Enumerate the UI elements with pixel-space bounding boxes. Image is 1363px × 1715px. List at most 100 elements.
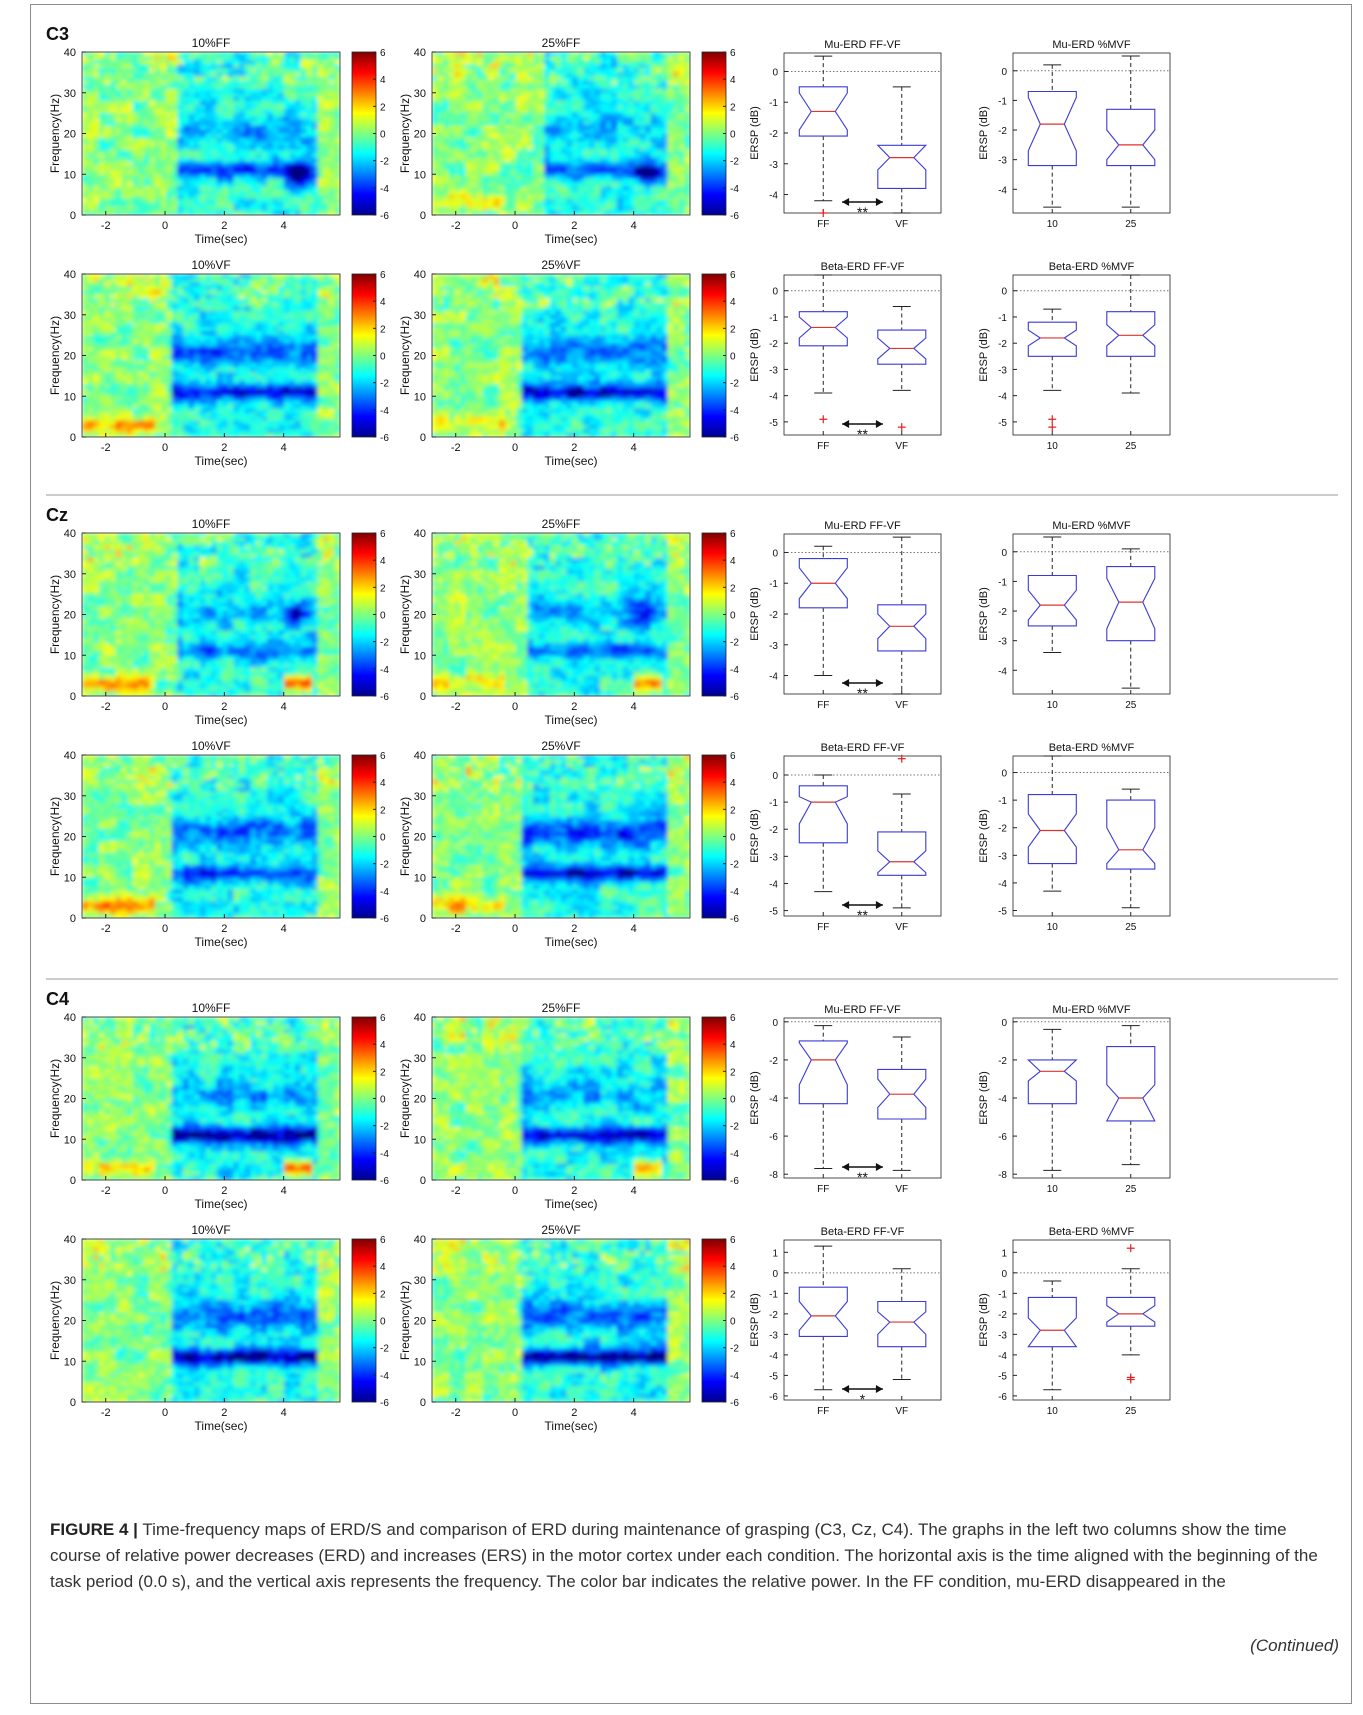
heatmap-cell [283,174,291,179]
heatmap-cell [633,92,641,98]
heatmap-cell [617,96,624,102]
heatmap-cell [499,137,506,143]
heatmap-cell [278,88,285,94]
heatmap-cell [572,153,579,159]
heatmap-cell [244,428,251,434]
heatmap-cell [460,166,467,171]
heatmap-cell [544,109,551,114]
heatmap-cell [121,343,128,348]
heatmap-cell [549,157,556,163]
heatmap-cell [126,367,134,373]
heatmap-cell [605,92,613,98]
heatmap-cell [312,105,319,110]
heatmap-cell [323,129,330,135]
heatmap-cell [448,109,455,114]
heatmap-cell [471,109,478,114]
heatmap-cell [471,125,478,131]
heatmap-cell [278,52,285,57]
heatmap-cell [211,343,218,348]
heatmap-cell [471,190,478,196]
heatmap-cell [177,400,184,405]
heatmap-cell [650,80,657,86]
heatmap-cell [121,335,128,340]
heatmap-cell [239,420,246,426]
heatmap-cell [673,170,680,175]
heatmap-cell [87,428,94,434]
heatmap-cell [622,121,629,126]
heatmap-cell [267,92,274,98]
heatmap-cell [460,202,467,208]
heatmap-cell [227,210,234,215]
heatmap-cell [289,170,296,175]
heatmap-cell [533,68,540,73]
heatmap-cell [572,109,579,114]
heatmap-cell [306,121,313,126]
heatmap-cell [149,322,156,328]
heatmap-cell [323,109,330,114]
heatmap-cell [171,400,178,405]
heatmap-cell [662,210,669,215]
heatmap-cell [300,202,307,208]
heatmap-cell [555,96,562,102]
heatmap-cell [312,166,319,171]
heatmap-cell [104,371,111,377]
heatmap-cell [115,198,122,204]
heatmap-cell [493,52,500,57]
heatmap-cell [312,202,319,208]
heatmap-cell [443,145,450,151]
heatmap-cell [239,56,246,61]
heatmap-cell [250,375,257,381]
heatmap-cell [583,113,590,118]
heatmap-cell [143,408,150,414]
heatmap-cell [561,121,568,126]
heatmap-cell [132,76,139,82]
heatmap-cell [183,182,190,188]
heatmap-cell [250,359,257,365]
heatmap-cell [488,186,495,192]
heatmap-cell [138,404,145,410]
heatmap-cell [583,198,590,204]
heatmap-cell [566,125,573,131]
heatmap-cell [110,286,117,291]
heatmap-cell [110,76,117,82]
heatmap-cell [611,80,618,86]
heatmap-cell [194,117,201,122]
heatmap-cell [188,384,195,389]
heatmap-cell [605,117,613,122]
heatmap-cell [87,363,94,369]
heatmap-cell [639,149,646,155]
heatmap-cell [149,298,156,304]
heatmap-cell [300,182,307,188]
heatmap-cell [121,137,128,143]
heatmap-cell [533,84,540,90]
heatmap-cell [306,125,313,131]
heatmap-cell [312,141,319,147]
heatmap-cell [166,400,173,405]
heatmap-cell [667,170,674,175]
heatmap-cell [589,72,596,78]
heatmap-cell [194,141,201,147]
heatmap-cell [493,68,500,73]
heatmap-cell [104,388,111,393]
heatmap-cell [216,396,223,401]
heatmap-cell [667,186,674,192]
heatmap-cell [244,404,251,410]
heatmap-cell [121,400,128,405]
heatmap-cell [199,170,206,175]
heatmap-cell [183,408,190,414]
x-tick-label: 0 [512,220,518,232]
heatmap-cell [82,166,89,171]
heatmap-cell [488,162,495,167]
heatmap-cell [93,375,100,381]
heatmap-cell [650,206,657,212]
heatmap-cell [617,80,624,86]
heatmap-cell [583,84,590,90]
heatmap-cell [437,153,444,159]
heatmap-cell [166,322,173,328]
heatmap-cell [93,371,100,377]
heatmap-cell [300,198,307,204]
heatmap-cell [199,404,206,410]
heatmap-cell [589,88,596,94]
heatmap-cell [650,145,657,151]
heatmap-cell [283,141,291,147]
